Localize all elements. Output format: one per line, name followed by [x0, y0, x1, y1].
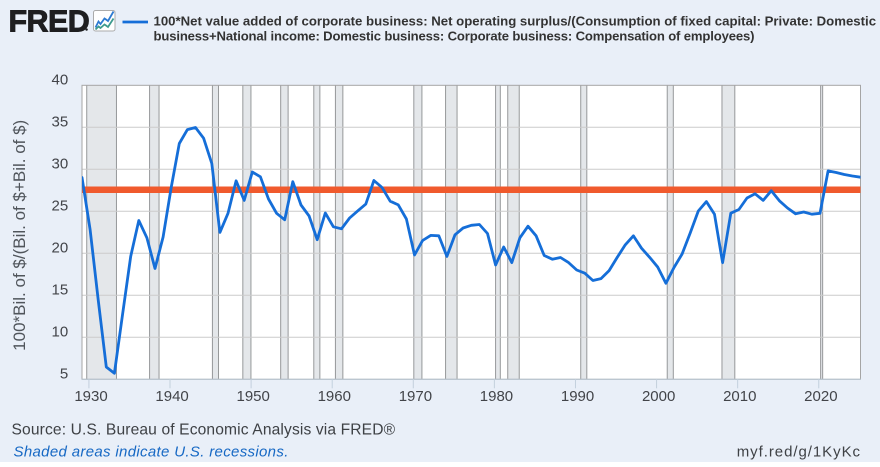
svg-text:business+National income: Dome: business+National income: Domestic busin…: [154, 28, 755, 43]
svg-text:Source: U.S. Bureau of Economi: Source: U.S. Bureau of Economic Analysis…: [12, 422, 396, 439]
svg-text:1960: 1960: [318, 388, 351, 405]
svg-text:FRED: FRED: [9, 5, 90, 39]
svg-text:40: 40: [52, 72, 69, 89]
svg-text:1930: 1930: [74, 388, 107, 405]
svg-text:100*Net value added of corpora: 100*Net value added of corporate busines…: [154, 14, 877, 29]
svg-text:25: 25: [52, 198, 69, 215]
svg-text:2000: 2000: [642, 388, 675, 405]
svg-text:2010: 2010: [723, 388, 756, 405]
svg-text:1990: 1990: [561, 388, 594, 405]
svg-text:10: 10: [52, 324, 69, 341]
svg-text:1940: 1940: [155, 388, 188, 405]
svg-text:20: 20: [52, 240, 69, 257]
svg-text:1970: 1970: [399, 388, 432, 405]
svg-text:100*Bil. of $/(Bil. of $+Bil.: 100*Bil. of $/(Bil. of $+Bil. of $): [10, 120, 29, 351]
svg-text:30: 30: [52, 156, 69, 173]
svg-text:35: 35: [52, 114, 69, 131]
svg-text:1950: 1950: [237, 388, 270, 405]
svg-text:myf.red/g/1KyKc: myf.red/g/1KyKc: [737, 443, 861, 460]
svg-text:Shaded areas indicate U.S. rec: Shaded areas indicate U.S. recessions.: [14, 443, 289, 460]
svg-text:15: 15: [52, 282, 69, 299]
svg-text:1980: 1980: [480, 388, 513, 405]
svg-text:2020: 2020: [804, 388, 837, 405]
svg-text:5: 5: [60, 366, 68, 383]
